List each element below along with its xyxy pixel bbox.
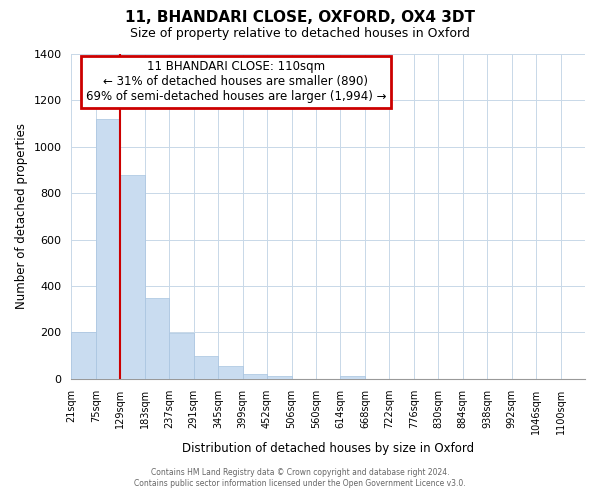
Text: 11, BHANDARI CLOSE, OXFORD, OX4 3DT: 11, BHANDARI CLOSE, OXFORD, OX4 3DT bbox=[125, 10, 475, 25]
Bar bbox=[145, 298, 169, 378]
Text: Contains HM Land Registry data © Crown copyright and database right 2024.
Contai: Contains HM Land Registry data © Crown c… bbox=[134, 468, 466, 487]
Bar bbox=[218, 366, 242, 378]
Bar bbox=[169, 334, 194, 378]
Bar bbox=[242, 374, 267, 378]
Text: Size of property relative to detached houses in Oxford: Size of property relative to detached ho… bbox=[130, 28, 470, 40]
Bar bbox=[96, 119, 121, 378]
Bar bbox=[121, 174, 145, 378]
Y-axis label: Number of detached properties: Number of detached properties bbox=[15, 124, 28, 310]
Bar bbox=[194, 356, 218, 378]
Bar bbox=[71, 332, 96, 378]
Text: 11 BHANDARI CLOSE: 110sqm
← 31% of detached houses are smaller (890)
69% of semi: 11 BHANDARI CLOSE: 110sqm ← 31% of detac… bbox=[86, 60, 386, 104]
Bar bbox=[340, 376, 365, 378]
X-axis label: Distribution of detached houses by size in Oxford: Distribution of detached houses by size … bbox=[182, 442, 474, 455]
Bar bbox=[267, 376, 292, 378]
